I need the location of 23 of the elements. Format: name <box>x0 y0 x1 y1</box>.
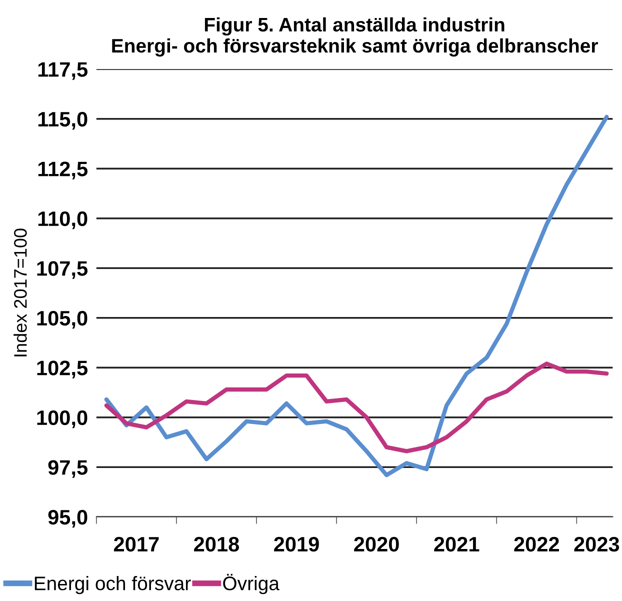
y-tick-label: 100,0 <box>37 410 88 428</box>
legend-label: Energi och försvar <box>34 576 191 594</box>
legend-label: Övriga <box>223 574 280 594</box>
y-tick-label: 95,0 <box>48 510 88 528</box>
x-tick-label: 2019 <box>274 536 319 552</box>
x-tick-label: 2023 <box>574 536 620 552</box>
x-tick-label: 2020 <box>354 536 399 552</box>
y-tick-label: 112,5 <box>38 162 88 180</box>
y-tick-label: 102,5 <box>37 360 88 378</box>
x-tick-label: 2022 <box>514 536 559 552</box>
y-tick-label: 107,5 <box>37 261 88 279</box>
x-tick-label: 2017 <box>114 536 159 552</box>
y-tick-label: 110,0 <box>38 211 88 230</box>
y-tick-label: 117,5 <box>38 62 88 80</box>
chart-title: Figur 5. Antal anställda industrin Energi- och försvarsteknik samt övriga delbranscher <box>112 17 598 57</box>
y-axis-title: Index 2017=100 <box>14 228 27 356</box>
y-tick-label: 97,5 <box>48 460 88 478</box>
y-tick-label: 115,0 <box>38 112 88 130</box>
x-tick-label: 2021 <box>434 536 480 552</box>
x-tick-label: 2018 <box>194 536 240 552</box>
y-tick-label: 105,0 <box>37 310 88 329</box>
line-series <box>104 114 609 478</box>
line-series <box>104 362 609 454</box>
